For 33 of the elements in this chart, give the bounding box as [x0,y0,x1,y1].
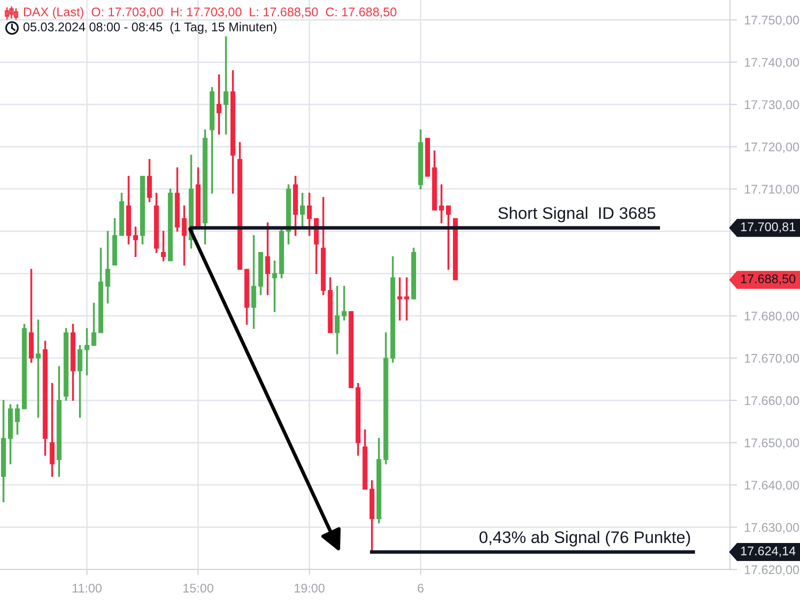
x-tick-label: 15:00 [183,584,214,593]
candlestick [342,286,347,320]
y-tick-label: 17.640,00 [744,480,800,492]
x-tick-label: 6 [418,584,424,593]
x-tick-label: 19:00 [294,584,325,593]
ref-line-label: 0,43% ab Signal (76 Punkte) [479,530,690,546]
text: 05.03.2024 08:00 - 08:45 (1 Tag, 15 Minuten) [23,22,276,34]
y-tick-label: 17.660,00 [744,396,800,407]
text: 17.688,50 [741,274,796,285]
x-tick-label: 11:00 [72,584,102,593]
y-tick-label: 17.740,00 [744,58,800,68]
candlestick [224,36,228,134]
candlestick [160,230,166,262]
candlestick [133,226,138,258]
candlestick [216,74,222,134]
y-tick-label: 17.620,00 [744,565,800,576]
y-tick-label: 17.650,00 [744,438,800,449]
candlestick [272,260,278,312]
text: 17.700,81 [741,222,796,233]
y-tick-label: 17.730,00 [744,100,800,111]
candlestick [439,184,444,224]
y-tick-label: 17.720,00 [744,142,800,153]
y-tick-label: 17.750,00 [744,16,800,26]
y-tick-label: 17.630,00 [744,523,800,534]
y-tick-label: 17.680,00 [744,312,800,322]
ref-line-label: Short Signal ID 3685 [498,206,656,222]
text: 17.624,14 [741,546,796,557]
y-tick-label: 17.710,00 [744,184,800,196]
y-tick-label: 17.670,00 [744,354,800,364]
text: DAX (Last) O: 17.703,00 H: 17.703,00 L: 17.688,50 C: 17.688,50 [24,7,396,19]
candlestick [84,328,90,376]
candlestick [446,205,451,270]
candlestick [50,383,55,477]
